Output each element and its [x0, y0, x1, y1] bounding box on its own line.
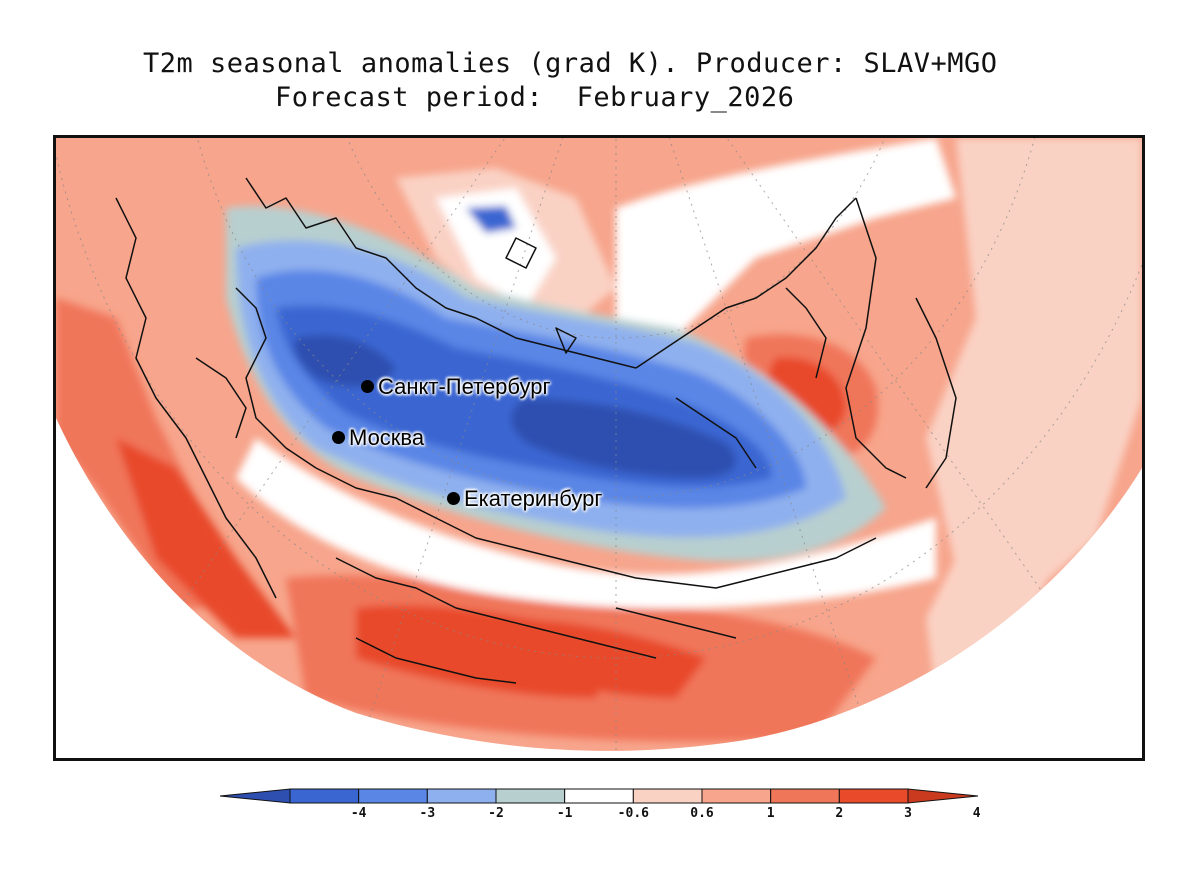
- colorbar-segment: [701, 788, 772, 804]
- colorbar-tick-label: 0.6: [690, 806, 714, 821]
- colorbar-segment: [564, 788, 634, 804]
- city-label: Москва: [349, 425, 425, 450]
- colorbar-tick-label: -4: [350, 806, 367, 821]
- colorbar-tick-label: -1: [556, 806, 573, 821]
- map-title: T2m seasonal anomalies (grad K). Produce…: [143, 48, 998, 79]
- city-saint-petersburg: Санкт-Петербург: [361, 374, 551, 400]
- colorbar-arrow-high: [907, 788, 979, 804]
- colorbar-tick-label: 1: [766, 806, 775, 821]
- city-label: Екатеринбург: [464, 486, 603, 511]
- city-label: Санкт-Петербург: [378, 374, 551, 399]
- map-svg: [56, 138, 1142, 751]
- colorbar-tick-label: 4: [972, 806, 981, 821]
- colorbar-arrow-low: [219, 788, 291, 804]
- colorbar-segment: [495, 788, 566, 804]
- colorbar-tick-label: -2: [488, 806, 504, 821]
- colorbar-segment: [426, 788, 497, 804]
- colorbar-segment: [358, 788, 428, 804]
- city-marker-icon: [447, 492, 460, 505]
- colorbar-tick-label: -3: [419, 806, 436, 821]
- anomaly-map: Санкт-Петербург Москва Екатеринбург: [53, 135, 1145, 761]
- city-marker-icon: [332, 431, 345, 444]
- colorbar-segment: [632, 788, 703, 804]
- colorbar-tick-label: 3: [904, 806, 912, 821]
- forecast-period: Forecast period: February_2026: [275, 82, 795, 113]
- city-marker-icon: [361, 380, 374, 393]
- colorbar-segment: [770, 788, 840, 804]
- colorbar-tick-label: -0.6: [617, 806, 649, 821]
- city-yekaterinburg: Екатеринбург: [447, 486, 602, 512]
- colorbar-segment: [838, 788, 909, 804]
- colorbar-tick-label: 2: [835, 806, 844, 821]
- city-moscow: Москва: [332, 425, 424, 451]
- colorbar-segment: [289, 788, 360, 804]
